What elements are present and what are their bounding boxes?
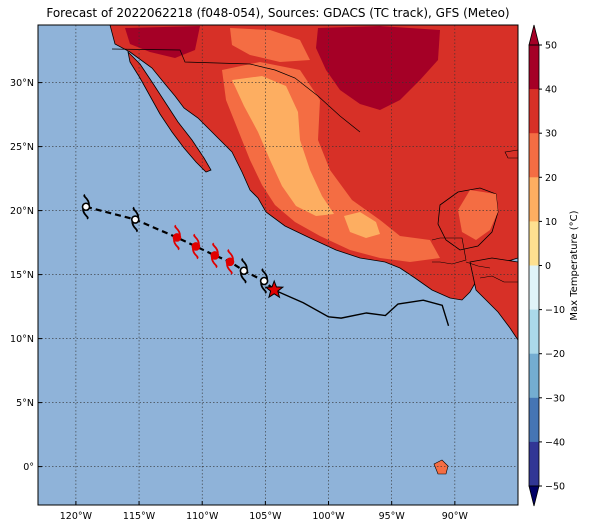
- colorbar-tick-label: 40: [545, 85, 557, 96]
- colorbar-segment: [529, 309, 539, 355]
- colorbar-segment: [529, 133, 539, 178]
- graticule: [38, 25, 518, 505]
- us-mexico-border: [111, 48, 361, 133]
- colorbar-segment: [529, 441, 539, 487]
- lon-tick-label: 100°W: [312, 511, 345, 522]
- colorbar-segment: [529, 265, 539, 311]
- past-track-line: [273, 289, 450, 327]
- lon-tick-label: 115°W: [123, 511, 156, 522]
- lat-tick-label: 5°N: [16, 398, 34, 409]
- colorbar-tick-label: 20: [545, 173, 557, 184]
- lat-tick-label: 10°N: [10, 334, 34, 345]
- lat-tick-label: 15°N: [10, 270, 34, 281]
- current-position-star-icon: [264, 279, 285, 299]
- colorbar-segment: [529, 221, 539, 266]
- cyclone-symbol-icon: [191, 233, 201, 260]
- colorbar-tick-label: −20: [545, 349, 565, 360]
- guatemala-border: [431, 237, 467, 265]
- latitude-labels: 30°N 25°N 20°N 15°N 10°N 5°N 0°: [10, 78, 42, 473]
- colorbar-label: Max Temperature (°C): [569, 210, 580, 320]
- land-galapagos: [433, 459, 449, 475]
- lon-tick-label: 105°W: [249, 511, 282, 522]
- colorbar-tick-label: −50: [545, 482, 565, 493]
- land-layer: [109, 25, 518, 475]
- central-america-borders: [465, 261, 518, 283]
- land-central-america: [469, 257, 518, 341]
- cyclone-symbol-icon: [239, 258, 249, 284]
- land-plateau-north: [230, 28, 310, 62]
- land-highlands-south: [344, 212, 380, 238]
- colorbar-tick-label: −10: [545, 305, 565, 316]
- colorbar: 50 40 30 20 10 0 −10 −20 −30 −40 −50 Max Temperatur…: [528, 24, 580, 507]
- map-title: Forecast of 2022062218 (f048-054), Sourc…: [46, 6, 510, 20]
- cyclone-symbol-icon: [210, 242, 220, 269]
- land-hot-north: [316, 26, 440, 110]
- cyclone-symbol-icon: [259, 268, 269, 294]
- longitude-labels: 120°W 115°W 110°W 105°W 100°W 95°W 90°W: [60, 501, 469, 522]
- lat-tick-label: 20°N: [10, 206, 34, 217]
- land-hot-northwest: [125, 26, 200, 58]
- colorbar-segment: [529, 45, 539, 90]
- cyclone-symbol-icon: [225, 249, 235, 275]
- lat-tick-label: 25°N: [10, 142, 34, 153]
- lon-tick-label: 120°W: [60, 511, 93, 522]
- colorbar-segment: [529, 353, 539, 399]
- land-baja: [127, 50, 212, 173]
- colorbar-segment: [529, 89, 539, 134]
- cyclone-symbol-icon: [172, 224, 182, 251]
- lat-tick-label: 30°N: [10, 78, 34, 89]
- colorbar-max-arrow: [528, 24, 540, 46]
- colorbar-tick-label: 50: [545, 41, 557, 52]
- land-plateau-east: [458, 190, 498, 240]
- cyclone-symbol-icon: [130, 206, 140, 233]
- land-highlands: [232, 76, 334, 216]
- lon-tick-label: 90°W: [442, 511, 469, 522]
- cyclone-symbol-icon: [81, 194, 91, 220]
- map-frame: [37, 24, 519, 506]
- colorbar-tick-label: −30: [545, 393, 565, 404]
- lon-tick-label: 110°W: [186, 511, 219, 522]
- lon-tick-label: 95°W: [379, 511, 406, 522]
- colorbar-segment: [529, 397, 539, 443]
- colorbar-segment: [529, 177, 539, 222]
- lat-tick-label: 0°: [23, 462, 34, 473]
- colorbar-tick-label: 0: [545, 261, 551, 272]
- colorbar-tick-label: 10: [545, 217, 557, 228]
- colorbar-min-arrow: [528, 485, 540, 507]
- cyclone-track: [81, 194, 450, 327]
- cuba: [504, 149, 518, 159]
- colorbar-tick-label: −40: [545, 437, 565, 448]
- colorbar-tick-label: 30: [545, 129, 557, 140]
